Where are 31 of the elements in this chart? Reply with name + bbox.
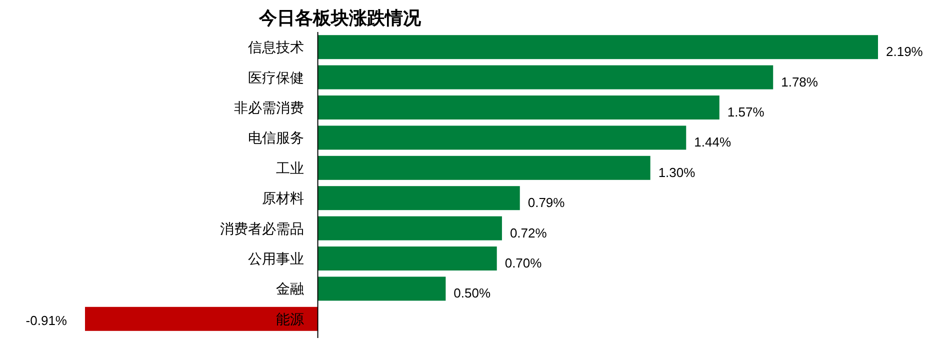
y-tick-label: 能源 [276, 310, 304, 327]
data-label: 0.70% [504, 256, 542, 270]
bar [318, 65, 774, 90]
data-label: 0.72% [510, 225, 548, 240]
y-tick-label: 原材料 [262, 190, 304, 206]
data-label: 1.44% [694, 134, 732, 150]
data-label: -0.91% [26, 312, 68, 328]
y-tick-label: 信息技术 [248, 39, 304, 56]
data-label: 1.57% [727, 104, 765, 120]
bar [318, 35, 878, 60]
chart-title: 今日各板块涨跌情况 [258, 8, 422, 28]
bar [318, 276, 446, 301]
data-label: 1.78% [781, 74, 818, 90]
y-tick-label: 电信服务 [248, 130, 304, 146]
bar [318, 126, 686, 150]
bar [85, 306, 318, 331]
y-tick-label: 工业 [276, 160, 304, 176]
bar [318, 246, 497, 270]
bar [318, 216, 502, 240]
bar [318, 156, 650, 180]
bar [318, 186, 520, 210]
data-label: 2.19% [886, 44, 924, 60]
data-label: 0.50% [454, 286, 491, 301]
data-label: 0.79% [528, 195, 566, 210]
bar [318, 96, 720, 120]
y-tick-label: 金融 [276, 280, 304, 297]
y-tick-label: 非必需消费 [234, 100, 304, 116]
y-tick-label: 医疗保健 [248, 69, 304, 86]
y-tick-label: 公用事业 [248, 250, 304, 266]
y-tick-label: 消费者必需品 [220, 220, 304, 236]
data-label: 1.30% [658, 164, 696, 180]
